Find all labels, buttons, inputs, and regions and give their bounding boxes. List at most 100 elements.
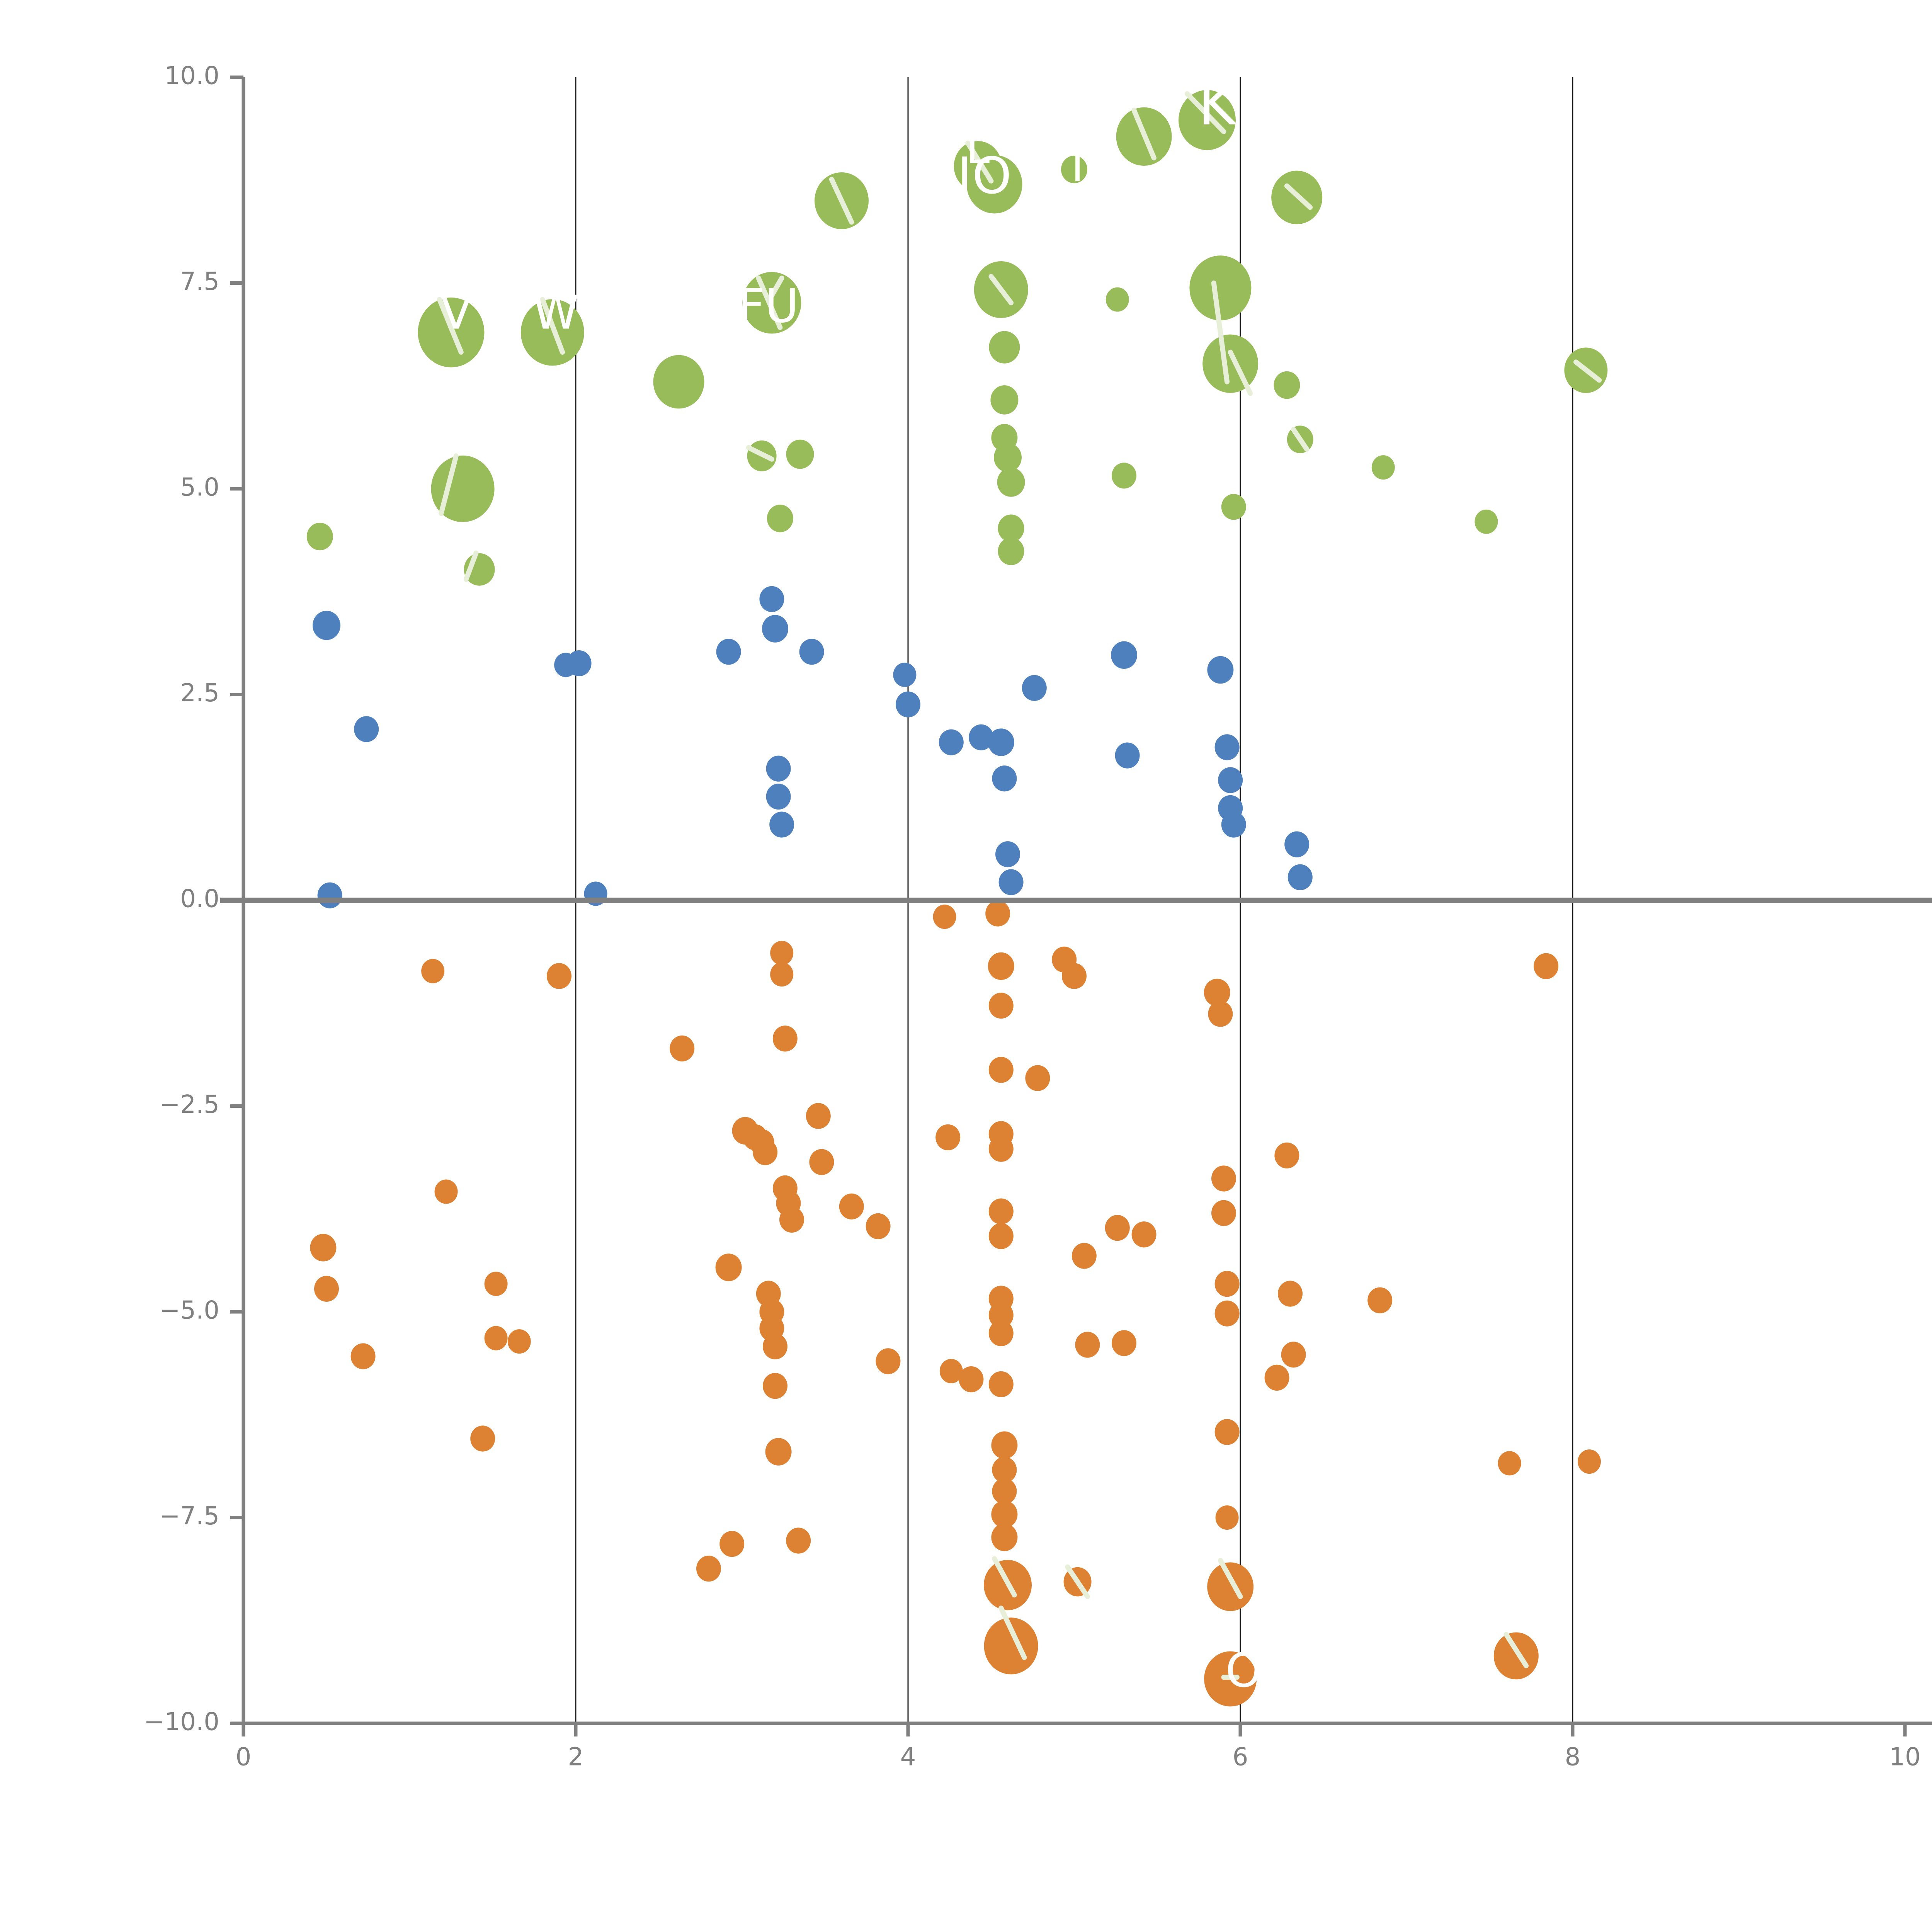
data-point-orange[interactable] — [719, 1531, 745, 1557]
data-point-blue[interactable] — [1022, 675, 1047, 701]
data-point-blue[interactable] — [988, 728, 1014, 756]
data-point-orange[interactable] — [1264, 1364, 1289, 1391]
data-point-blue[interactable] — [1221, 811, 1246, 838]
data-point-orange[interactable] — [350, 1343, 376, 1369]
data-point-green[interactable] — [1202, 334, 1259, 393]
data-point-orange[interactable] — [988, 1371, 1014, 1398]
data-point-green[interactable] — [1189, 255, 1252, 321]
data-point-orange[interactable] — [1215, 1505, 1239, 1530]
data-point-green[interactable] — [653, 355, 704, 409]
data-point-orange[interactable] — [1105, 1215, 1130, 1241]
data-point-green[interactable] — [786, 439, 814, 469]
data-point-orange[interactable] — [770, 962, 794, 987]
data-point-blue[interactable] — [766, 784, 791, 810]
data-point-blue[interactable] — [998, 869, 1024, 895]
data-point-orange[interactable] — [988, 1198, 1014, 1225]
data-point-orange[interactable] — [1062, 963, 1087, 989]
data-point-blue[interactable] — [313, 611, 340, 640]
data-point-orange[interactable] — [763, 1373, 787, 1399]
data-point-green[interactable] — [1061, 155, 1087, 184]
data-point-green[interactable] — [767, 504, 793, 532]
data-point-orange[interactable] — [507, 1329, 531, 1354]
data-point-orange[interactable] — [988, 993, 1014, 1019]
data-point-orange[interactable] — [991, 1431, 1018, 1459]
data-point-orange[interactable] — [1071, 1243, 1097, 1269]
data-point-orange[interactable] — [992, 1457, 1017, 1483]
data-point-orange[interactable] — [988, 952, 1014, 980]
data-point-orange[interactable] — [696, 1555, 721, 1582]
data-point-orange[interactable] — [988, 1302, 1014, 1328]
data-point-green[interactable] — [1371, 455, 1395, 480]
data-point-green[interactable] — [306, 522, 333, 551]
data-point-orange[interactable] — [876, 1348, 901, 1374]
data-point-orange[interactable] — [1214, 1419, 1240, 1445]
data-point-orange[interactable] — [1278, 1281, 1303, 1307]
data-point-blue[interactable] — [893, 662, 917, 687]
data-point-orange[interactable] — [1025, 1065, 1050, 1091]
data-point-blue[interactable] — [1115, 742, 1140, 769]
data-point-blue[interactable] — [799, 639, 824, 665]
data-point-orange[interactable] — [310, 1234, 337, 1262]
data-point-blue[interactable] — [1111, 641, 1137, 669]
data-point-orange[interactable] — [1274, 1142, 1299, 1168]
data-point-green[interactable] — [998, 514, 1024, 542]
data-point-green[interactable] — [1221, 494, 1246, 520]
data-point-orange[interactable] — [988, 1057, 1014, 1083]
data-point-orange[interactable] — [421, 959, 445, 983]
data-point-orange[interactable] — [670, 1035, 695, 1061]
data-point-blue[interactable] — [766, 755, 791, 782]
data-point-blue[interactable] — [1218, 767, 1243, 793]
data-point-orange[interactable] — [988, 1136, 1014, 1162]
data-point-blue[interactable] — [759, 586, 784, 612]
data-point-orange[interactable] — [935, 1124, 961, 1151]
data-point-green[interactable] — [1179, 90, 1236, 150]
data-point-orange[interactable] — [1367, 1287, 1393, 1313]
data-point-green[interactable] — [1274, 371, 1300, 399]
data-point-green[interactable] — [994, 443, 1022, 472]
data-point-orange[interactable] — [434, 1179, 458, 1204]
data-point-blue[interactable] — [354, 716, 379, 742]
data-point-orange[interactable] — [314, 1276, 339, 1302]
data-point-blue[interactable] — [939, 729, 964, 755]
data-point-blue[interactable] — [896, 691, 920, 718]
data-point-orange[interactable] — [1534, 953, 1559, 979]
data-point-blue[interactable] — [317, 882, 342, 908]
data-point-orange[interactable] — [991, 1523, 1018, 1551]
data-point-blue[interactable] — [1284, 831, 1310, 857]
data-point-orange[interactable] — [933, 905, 956, 929]
data-point-orange[interactable] — [1493, 1632, 1539, 1680]
data-point-orange[interactable] — [772, 1026, 798, 1052]
data-point-orange[interactable] — [1281, 1342, 1306, 1368]
data-point-orange[interactable] — [1211, 1165, 1236, 1192]
data-point-orange[interactable] — [866, 1213, 891, 1240]
data-point-orange[interactable] — [715, 1253, 742, 1281]
data-point-orange[interactable] — [806, 1103, 831, 1129]
data-point-blue[interactable] — [992, 765, 1017, 792]
data-point-green[interactable] — [1475, 509, 1498, 534]
data-markers-group[interactable] — [306, 90, 1608, 1707]
data-point-orange[interactable] — [484, 1326, 508, 1350]
data-point-orange[interactable] — [1131, 1221, 1156, 1248]
data-point-orange[interactable] — [1214, 1300, 1240, 1327]
data-point-blue[interactable] — [716, 639, 741, 665]
data-point-green[interactable] — [1112, 463, 1136, 489]
data-point-orange[interactable] — [991, 1500, 1018, 1528]
data-point-orange[interactable] — [765, 1438, 792, 1466]
data-point-orange[interactable] — [1214, 1270, 1240, 1297]
data-point-orange[interactable] — [939, 1359, 963, 1383]
data-point-green[interactable] — [431, 455, 495, 522]
data-point-orange[interactable] — [988, 1320, 1014, 1346]
data-point-green[interactable] — [966, 155, 1022, 214]
data-point-orange[interactable] — [1207, 1562, 1254, 1611]
data-point-green[interactable] — [1105, 287, 1129, 312]
data-point-orange[interactable] — [1204, 978, 1230, 1007]
data-point-blue[interactable] — [1287, 864, 1313, 890]
data-point-green[interactable] — [989, 331, 1020, 364]
data-point-green[interactable] — [990, 385, 1019, 415]
data-point-orange[interactable] — [984, 1617, 1038, 1675]
data-point-orange[interactable] — [809, 1149, 834, 1175]
data-point-orange[interactable] — [985, 900, 1010, 927]
data-point-blue[interactable] — [762, 615, 788, 643]
data-point-blue[interactable] — [969, 724, 994, 750]
data-point-orange[interactable] — [484, 1272, 508, 1296]
